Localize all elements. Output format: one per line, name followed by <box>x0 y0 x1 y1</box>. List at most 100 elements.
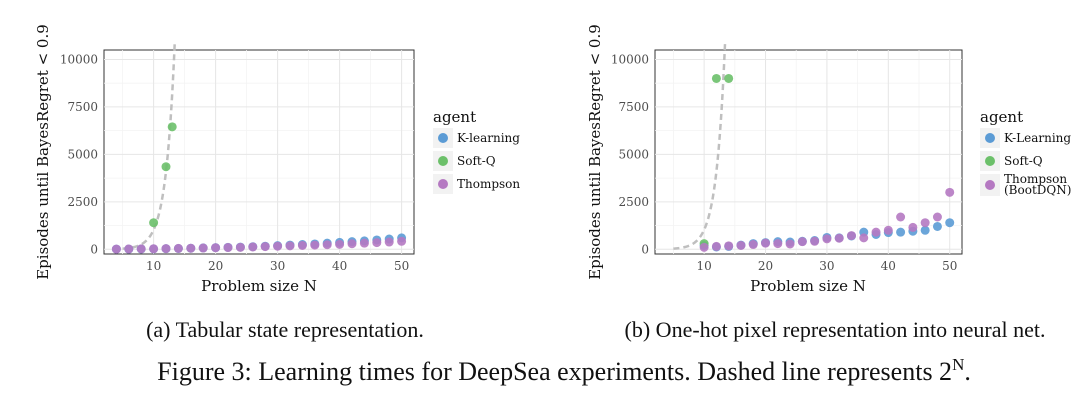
point-thompson <box>920 218 930 228</box>
point-soft-q <box>167 122 177 132</box>
legend-title-b: agent <box>980 108 1023 126</box>
point-soft-q <box>149 218 159 228</box>
points-b <box>699 73 955 252</box>
point-soft-q <box>724 73 734 83</box>
point-thompson <box>822 234 832 244</box>
y-tick-label: 0 <box>90 242 98 256</box>
y-tick-label: 10000 <box>60 52 98 66</box>
y-tick-label: 7500 <box>618 100 649 114</box>
figure-caption-superscript: N <box>952 355 964 374</box>
x-tick-label: 20 <box>758 259 773 273</box>
legend-label-thompson-line2: (BootDQN) <box>1004 183 1071 197</box>
point-thompson <box>736 240 746 250</box>
point-thompson <box>235 242 245 252</box>
plot-area-b <box>654 49 963 255</box>
point-thompson <box>310 240 320 250</box>
point-thompson <box>347 239 357 249</box>
y-tick-label: 10000 <box>611 52 649 66</box>
x-tick-label: 50 <box>942 259 957 273</box>
y-tick-label: 2500 <box>618 195 649 209</box>
point-thompson <box>335 239 345 249</box>
y-tick-label: 7500 <box>67 100 98 114</box>
x-axis-label-b: Problem size N <box>750 277 866 295</box>
y-axis-label-b: Episodes until BayesRegret < 0.9 <box>586 24 604 280</box>
x-tick-label: 30 <box>270 259 285 273</box>
panel-a: 10 20 30 40 50 0 2500 5000 7500 10000 Problem siz… <box>34 24 520 342</box>
x-tick-label: 40 <box>332 259 347 273</box>
y-tick-label: 5000 <box>618 147 649 161</box>
figure-caption-text: Figure 3: Learning times for DeepSea exp… <box>157 357 952 386</box>
point-thompson <box>945 187 955 197</box>
point-thompson <box>260 242 270 252</box>
point-thompson <box>211 243 221 253</box>
legend-marker-soft-q <box>985 156 995 166</box>
point-thompson <box>846 231 856 241</box>
point-thompson <box>896 212 906 222</box>
x-tick-label: 10 <box>146 259 161 273</box>
point-thompson <box>297 240 307 250</box>
legend-b: agent K-Learning Soft-Q Thompson (BootDQ… <box>980 108 1071 197</box>
points-a <box>111 122 407 254</box>
point-thompson <box>124 244 134 254</box>
point-k-learning <box>896 227 906 237</box>
x-tick-label: 50 <box>394 259 409 273</box>
x-tick-label: 10 <box>696 259 711 273</box>
point-k-learning <box>920 225 930 235</box>
ticks-b: 10 20 30 40 50 0 2500 5000 7500 10000 <box>611 52 958 273</box>
point-thompson <box>859 233 869 243</box>
y-tick-label: 0 <box>641 242 649 256</box>
point-thompson <box>359 238 369 248</box>
legend-label-k-learning: K-learning <box>457 131 520 145</box>
point-thompson <box>883 225 893 235</box>
subcaption-b: (b) One-hot pixel representation into ne… <box>625 317 1046 342</box>
point-thompson <box>322 240 332 250</box>
point-thompson <box>161 244 171 254</box>
legend-label-soft-q: Soft-Q <box>457 154 496 168</box>
legend-label-soft-q: Soft-Q <box>1004 154 1043 168</box>
legend-title-a: agent <box>433 108 476 126</box>
point-thompson <box>248 242 258 252</box>
figure-caption: Figure 3: Learning times for DeepSea exp… <box>157 355 971 386</box>
point-thompson <box>724 241 734 251</box>
point-thompson <box>711 241 721 251</box>
point-soft-q <box>161 162 171 172</box>
point-k-learning <box>932 221 942 231</box>
legend-marker-thompson <box>985 180 995 190</box>
legend-marker-k-learning <box>985 133 995 143</box>
x-tick-label: 30 <box>819 259 834 273</box>
figure-caption-end: . <box>964 357 971 386</box>
point-thompson <box>273 241 283 251</box>
point-thompson <box>810 236 820 246</box>
point-thompson <box>173 243 183 253</box>
point-thompson <box>761 238 771 248</box>
legend-label-thompson: Thompson <box>1004 172 1067 186</box>
point-thompson <box>111 244 121 254</box>
legend-a: agent K-learning Soft-Q Thompson <box>433 108 520 194</box>
point-thompson <box>397 236 407 246</box>
x-axis-label-a: Problem size N <box>201 277 317 295</box>
point-thompson <box>748 240 758 250</box>
point-thompson <box>186 243 196 253</box>
point-thompson <box>834 233 844 243</box>
x-tick-label: 40 <box>881 259 896 273</box>
point-k-learning <box>945 218 955 228</box>
point-thompson <box>384 237 394 247</box>
subcaption-a: (a) Tabular state representation. <box>146 317 424 342</box>
x-tick-label: 20 <box>208 259 223 273</box>
ticks-a: 10 20 30 40 50 0 2500 5000 7500 10000 <box>60 52 409 273</box>
legend-marker-thompson <box>438 179 448 189</box>
legend-marker-k-learning <box>438 133 448 143</box>
legend-label-k-learning: K-Learning <box>1004 131 1071 145</box>
legend-label-thompson: Thompson <box>457 177 520 191</box>
legend-marker-soft-q <box>438 156 448 166</box>
point-thompson <box>285 241 295 251</box>
point-thompson <box>699 242 709 252</box>
point-thompson <box>223 243 233 253</box>
point-thompson <box>372 238 382 248</box>
panel-b: 10 20 30 40 50 0 2500 5000 7500 10000 Problem siz… <box>586 24 1071 342</box>
point-thompson <box>785 239 795 249</box>
y-tick-label: 5000 <box>67 147 98 161</box>
y-axis-label-a: Episodes until BayesRegret < 0.9 <box>34 24 52 280</box>
point-thompson <box>773 239 783 249</box>
